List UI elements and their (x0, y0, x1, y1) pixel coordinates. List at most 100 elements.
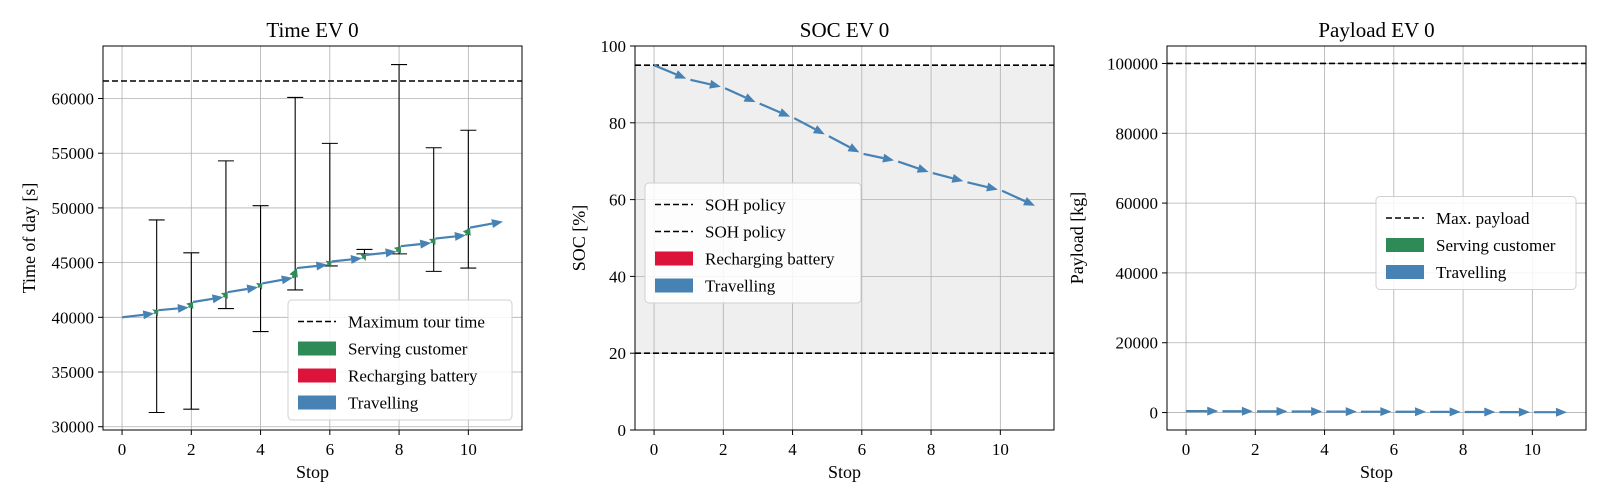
series-arrowhead (1023, 197, 1035, 206)
x-tick-label: 10 (1524, 440, 1541, 459)
series-segment (366, 251, 386, 257)
legend-label: SOH policy (705, 196, 786, 215)
y-tick-label: 45000 (52, 254, 95, 273)
legend-swatch-patch (298, 395, 336, 410)
legend-label: Travelling (348, 394, 419, 413)
x-tick-label: 4 (788, 440, 797, 459)
series-segment (464, 233, 468, 236)
x-tick-label: 2 (187, 440, 196, 459)
x-axis-label: Stop (296, 462, 329, 482)
x-tick-label: 6 (326, 440, 335, 459)
y-tick-label: 20 (609, 344, 626, 363)
x-tick-label: 6 (1390, 440, 1399, 459)
legend-label: SOH policy (705, 223, 786, 242)
series-segment (291, 275, 295, 279)
legend-swatch-patch (298, 341, 336, 356)
series-arrowhead (812, 125, 825, 135)
legend-label: Serving customer (348, 340, 468, 359)
series-arrowhead (1555, 407, 1567, 417)
series-arrowhead (491, 219, 503, 228)
y-tick-label: 0 (1150, 404, 1159, 423)
series-segment (653, 64, 677, 76)
legend-label: Serving customer (1436, 236, 1556, 255)
series-segment (222, 295, 226, 298)
legend-frame (1375, 196, 1577, 290)
legend-frame (644, 182, 862, 304)
series-arrowhead (986, 182, 998, 192)
series-segment (1001, 189, 1026, 203)
series-arrowhead (1241, 406, 1253, 416)
x-tick-label: 2 (719, 440, 728, 459)
y-tick-label: 30000 (52, 418, 95, 437)
series-arrowhead (220, 292, 228, 299)
series-arrowhead (325, 260, 332, 268)
legend-swatch-patch (655, 278, 693, 293)
y-tick-label: 40000 (1116, 264, 1159, 283)
series-arrowhead (152, 309, 159, 317)
y-tick-label: 55000 (52, 144, 95, 163)
series-arrowhead (709, 79, 721, 89)
x-tick-label: 0 (1182, 440, 1191, 459)
y-tick-label: 0 (618, 421, 627, 440)
series-arrowhead (1484, 407, 1496, 417)
x-tick-label: 0 (118, 440, 127, 459)
series-segment (257, 285, 260, 289)
y-tick-label: 50000 (52, 199, 95, 218)
chart-title: SOC EV 0 (800, 18, 889, 42)
series-segment (469, 222, 493, 229)
series-segment (192, 297, 213, 304)
series-segment (897, 160, 919, 170)
chart-panel-2: 0 2 4 6 8 10 0 20000 40000 60000 80000 100000 Payloa… (1067, 18, 1587, 482)
series-arrowhead (743, 93, 756, 103)
legend-label: Recharging battery (348, 367, 478, 386)
series-segment (690, 78, 711, 86)
y-tick-label: 80000 (1116, 124, 1159, 143)
series-arrowhead (778, 108, 791, 117)
plot-area (103, 64, 522, 414)
series-arrowhead (393, 246, 402, 254)
series-arrowhead (1345, 407, 1357, 417)
y-axis-label: Time of day [s] (19, 183, 39, 294)
series-arrowhead (289, 268, 298, 278)
x-tick-label: 8 (927, 440, 936, 459)
series-segment (863, 152, 884, 160)
series-segment (828, 135, 851, 149)
legend-swatch-patch (655, 251, 693, 266)
series-arrowhead (1449, 407, 1461, 417)
legend-label: Travelling (1436, 263, 1507, 282)
series-segment (326, 263, 329, 266)
x-tick-label: 6 (858, 440, 867, 459)
series-arrowhead (281, 275, 293, 285)
legend-frame (287, 299, 513, 421)
series-segment (262, 278, 283, 285)
series-arrowhead (385, 248, 397, 258)
series-segment (227, 287, 248, 294)
series-segment (296, 264, 317, 270)
series-arrowhead (1207, 406, 1219, 416)
legend: SOH policy SOH policy Recharging battery Tr… (644, 182, 862, 304)
x-tick-label: 4 (256, 440, 265, 459)
series-segment (932, 172, 953, 180)
series-arrowhead (1518, 407, 1530, 417)
series-arrowhead (1415, 407, 1427, 417)
x-tick-label: 10 (992, 440, 1009, 459)
series-segment (400, 243, 421, 248)
legend-label: Max. payload (1436, 209, 1530, 228)
series-segment (331, 258, 352, 263)
legend-label: Recharging battery (705, 250, 835, 269)
chart-title: Time EV 0 (266, 18, 358, 42)
series-arrowhead (882, 153, 895, 163)
series-segment (435, 235, 456, 240)
y-tick-label: 60 (609, 191, 626, 210)
series-segment (188, 305, 191, 309)
y-axis-label: SOC [%] (569, 205, 589, 272)
series-arrowhead (142, 310, 155, 320)
x-axis-label: Stop (828, 462, 861, 482)
chart-panel-0: 0 2 4 6 8 10 30000 35000 40000 45000 50000 55000 600… (19, 18, 523, 482)
x-tick-label: 8 (1459, 440, 1468, 459)
series-segment (724, 87, 746, 99)
series-segment (967, 181, 988, 189)
legend-swatch-patch (1386, 265, 1424, 279)
y-tick-label: 40 (609, 267, 626, 286)
